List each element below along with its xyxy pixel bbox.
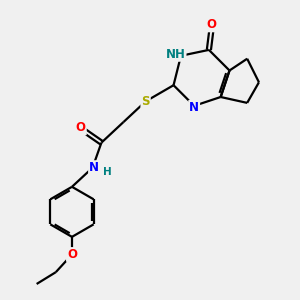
Text: NH: NH	[166, 48, 186, 61]
Text: S: S	[141, 95, 150, 108]
Text: N: N	[189, 101, 199, 114]
Text: O: O	[67, 248, 77, 261]
Text: N: N	[89, 161, 99, 174]
Text: O: O	[76, 122, 86, 134]
Text: H: H	[103, 167, 112, 177]
Text: O: O	[207, 18, 217, 32]
